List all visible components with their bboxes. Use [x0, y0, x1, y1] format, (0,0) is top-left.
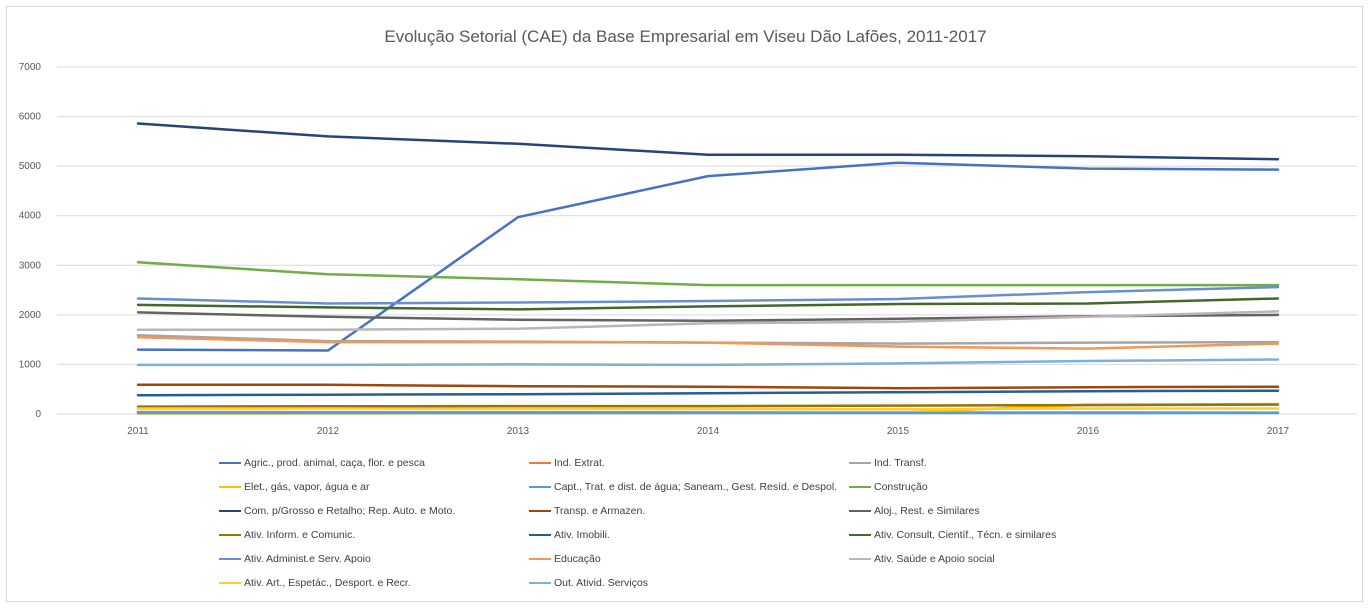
- gridlines: [57, 66, 1357, 415]
- series-line-0: [136, 161, 1280, 352]
- y-tick-label: 4000: [19, 211, 42, 222]
- y-tick-label: 0: [35, 409, 41, 420]
- series-line-7: [136, 383, 1280, 390]
- series-lines: [136, 122, 1280, 415]
- series-line-6: [136, 122, 1280, 161]
- x-tick-label: 2015: [887, 426, 910, 437]
- axis-labels: 0 1000 2000 3000 4000 5000 6000 7000 2011 2012 201…: [19, 62, 1290, 437]
- series-line-12: [136, 285, 1280, 305]
- series-line-5: [136, 261, 1280, 287]
- x-tick-label: 2013: [507, 426, 530, 437]
- line-chart: 0 1000 2000 3000 4000 5000 6000 7000 2011 2012 201…: [19, 62, 1357, 437]
- series-line-14: [136, 310, 1280, 331]
- y-tick-label: 1000: [19, 359, 42, 370]
- series-line-15: [136, 407, 1280, 411]
- x-tick-label: 2011: [127, 426, 149, 437]
- series-line-10: [136, 389, 1280, 397]
- y-tick-label: 5000: [19, 161, 42, 172]
- y-tick-label: 7000: [19, 62, 42, 73]
- y-tick-label: 2000: [19, 310, 42, 321]
- series-line-11: [136, 297, 1280, 311]
- x-tick-label: 2017: [1267, 426, 1290, 437]
- series-line-16: [136, 358, 1280, 367]
- series-line-9: [136, 403, 1280, 408]
- y-tick-label: 6000: [19, 112, 42, 123]
- x-tick-label: 2016: [1077, 426, 1100, 437]
- chart-frame: Evolução Setorial (CAE) da Base Empresar…: [6, 6, 1363, 602]
- x-tick-label: 2014: [697, 426, 720, 437]
- chart-title: Evolução Setorial (CAE) da Base Empresar…: [384, 27, 987, 46]
- y-tick-label: 3000: [19, 260, 42, 271]
- x-tick-label: 2012: [317, 426, 340, 437]
- series-line-13: [136, 335, 1280, 350]
